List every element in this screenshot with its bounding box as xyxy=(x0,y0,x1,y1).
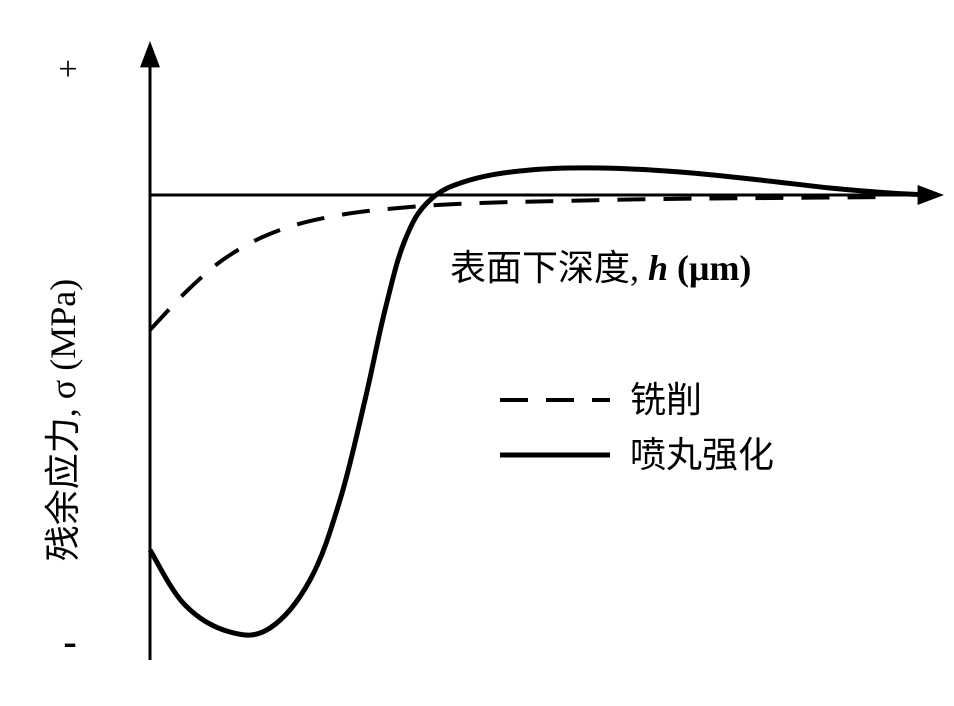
shot-peening-curve xyxy=(150,168,930,635)
chart-container: 表面下深度, h (μm) 残余应力, σ (MPa) + - 铣削喷丸强化 xyxy=(20,20,954,686)
legend-label: 喷丸强化 xyxy=(630,435,774,475)
x-axis-label: 表面下深度, h (μm) xyxy=(450,248,751,288)
y-axis-arrow xyxy=(140,41,160,67)
y-minus-sign: - xyxy=(63,619,76,664)
legend-label: 铣削 xyxy=(630,380,702,420)
y-axis-label: 残余应力, σ (MPa) xyxy=(43,279,83,561)
y-plus-sign: + xyxy=(58,51,77,88)
residual-stress-chart: 表面下深度, h (μm) 残余应力, σ (MPa) + - 铣削喷丸强化 xyxy=(20,20,954,686)
